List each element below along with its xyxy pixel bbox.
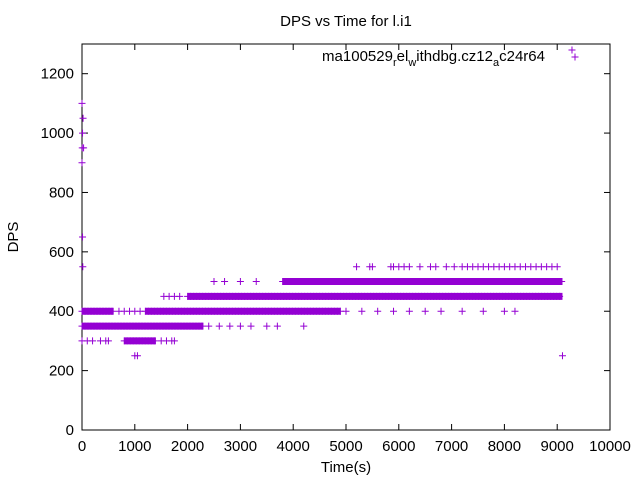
data-point [252, 278, 260, 286]
data-point [374, 307, 382, 315]
data-point [568, 46, 576, 54]
data-point [273, 322, 281, 330]
data-point [358, 307, 366, 315]
y-tick-label: 1200 [41, 66, 74, 83]
x-tick-label: 9000 [541, 438, 574, 455]
data-point [198, 322, 206, 330]
data-point [416, 263, 424, 271]
data-point [556, 292, 564, 300]
legend-entry-label: ma100529relwithdbg.cz12ac24r64 [322, 48, 545, 69]
data-point [80, 144, 88, 152]
data-point [405, 263, 413, 271]
data-point [79, 114, 87, 122]
data-point [432, 263, 440, 271]
plot-frame [81, 43, 611, 431]
data-point [221, 278, 229, 286]
y-axis-label: DPS [5, 222, 22, 253]
data-point [104, 337, 112, 345]
data-point [479, 307, 487, 315]
data-point [353, 263, 361, 271]
y-tick-label: 600 [49, 244, 74, 261]
data-point [150, 337, 158, 345]
legend-marker [571, 53, 579, 61]
data-point [79, 263, 87, 271]
data-point [458, 307, 466, 315]
y-tick-label: 0 [66, 422, 74, 439]
data-point [78, 99, 86, 107]
y-tick-label: 800 [49, 184, 74, 201]
data-point [558, 352, 566, 360]
data-point [215, 322, 223, 330]
y-tick-label: 200 [49, 363, 74, 380]
data-point [442, 263, 450, 271]
x-tick-label: 10000 [589, 438, 631, 455]
legend-marker-symbol [571, 53, 579, 61]
data-point [511, 307, 519, 315]
x-tick-label: 0 [78, 438, 86, 455]
x-tick-label: 3000 [224, 438, 257, 455]
data-point [342, 307, 350, 315]
x-tick-label: 2000 [171, 438, 204, 455]
data-point [553, 263, 561, 271]
data-point [78, 159, 86, 167]
data-point [390, 307, 398, 315]
data-point [210, 278, 218, 286]
x-tick-label: 1000 [118, 438, 151, 455]
y-tick-label: 1000 [41, 125, 74, 142]
series-points [78, 46, 576, 360]
x-axis: 0 1000 2000 3000 4000 5000 6000 7000 8000 9000 100… [78, 44, 631, 455]
data-point [226, 322, 234, 330]
data-point [368, 263, 376, 271]
data-point [79, 233, 87, 241]
x-tick-label: 5000 [329, 438, 362, 455]
data-point [247, 322, 255, 330]
x-tick-label: 7000 [435, 438, 468, 455]
data-point [421, 307, 429, 315]
data-point [405, 307, 413, 315]
data-point [170, 337, 178, 345]
data-point [236, 322, 244, 330]
x-tick-label: 6000 [382, 438, 415, 455]
legend: ma100529relwithdbg.cz12ac24r64 [322, 48, 579, 69]
data-point [79, 129, 87, 137]
data-point [205, 322, 213, 330]
x-tick-label: 8000 [488, 438, 521, 455]
x-tick-label: 4000 [277, 438, 310, 455]
data-point [450, 263, 458, 271]
data-point [500, 307, 508, 315]
chart-title: DPS vs Time for l.i1 [280, 13, 412, 30]
data-point [263, 322, 271, 330]
data-point [108, 307, 116, 315]
data-point [89, 337, 97, 345]
y-tick-label: 400 [49, 303, 74, 320]
data-point [300, 322, 308, 330]
data-point [176, 292, 184, 300]
data-point [236, 278, 244, 286]
data-point [133, 352, 141, 360]
data-point [558, 278, 566, 286]
y-axis: 0 200 400 600 800 1000 1200 [41, 66, 610, 439]
data-point [136, 307, 144, 315]
data-point [437, 307, 445, 315]
x-axis-label: Time(s) [321, 459, 371, 476]
